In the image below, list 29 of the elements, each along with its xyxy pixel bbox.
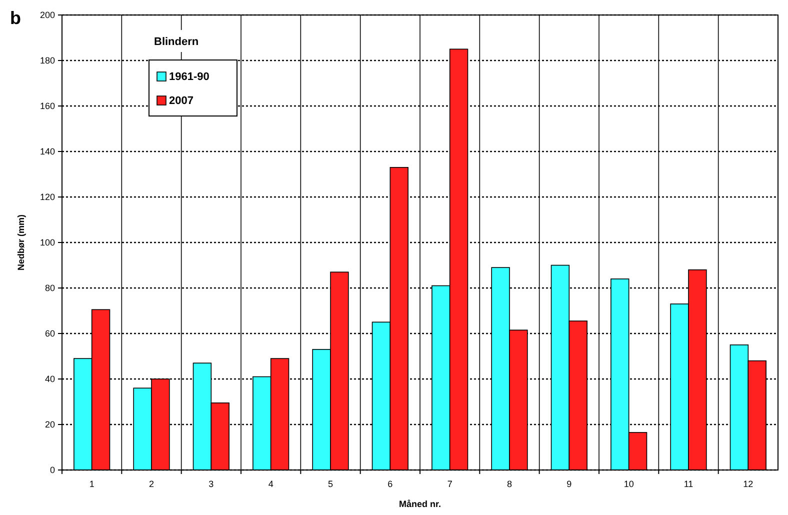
x-tick-label: 6 [388, 479, 393, 489]
x-tick-label: 9 [566, 479, 572, 489]
legend-label: 1961-90 [169, 71, 210, 83]
y-tick-label: 60 [44, 328, 55, 339]
y-tick-label: 0 [50, 465, 55, 476]
x-tick-label: 3 [208, 479, 214, 489]
legend-title: Blindern [154, 36, 199, 48]
y-tick-label: 200 [40, 10, 55, 20]
x-tick-label: 8 [506, 479, 512, 489]
y-tick-label: 40 [44, 374, 55, 384]
y-tick-label: 180 [40, 56, 55, 66]
x-tick-label: 4 [268, 479, 274, 489]
y-tick-label: 80 [44, 283, 55, 294]
y-tick-label: 160 [40, 101, 55, 112]
x-tick-label: 11 [684, 479, 694, 489]
x-tick-label: 10 [624, 479, 634, 489]
x-tick-label: 1 [89, 479, 94, 489]
x-tick-label: 7 [447, 479, 452, 489]
y-tick-label: 100 [40, 238, 55, 248]
x-axis-title: Måned nr. [398, 499, 442, 509]
chart-title: b [10, 8, 21, 28]
y-tick-label: 20 [44, 420, 55, 430]
x-tick-label: 12 [743, 479, 754, 489]
y-tick-label: 140 [40, 146, 55, 157]
legend-label: 2007 [169, 95, 194, 107]
y-tick-label: 120 [40, 192, 55, 202]
x-tick-label: 2 [148, 479, 154, 489]
y-axis-title: Nedbør (mm) [16, 214, 26, 270]
x-tick-label: 5 [328, 479, 334, 489]
